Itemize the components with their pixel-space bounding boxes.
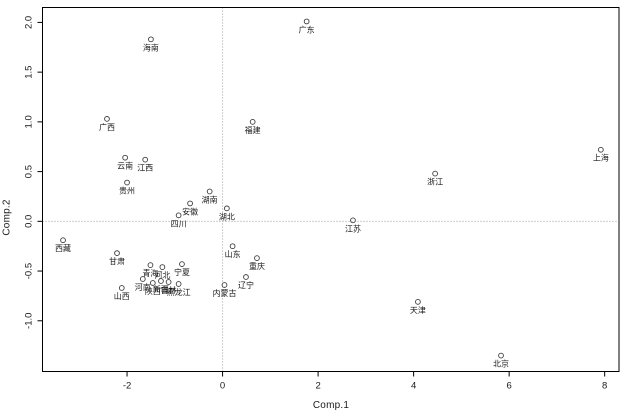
point-label: 上海 [593, 153, 609, 163]
data-point [124, 179, 130, 186]
x-axis-tick-label: 2 [315, 381, 320, 392]
point-label: 广西 [99, 122, 115, 132]
point-label: 贵州 [119, 186, 135, 196]
data-point [432, 170, 438, 177]
point-label: 陕西 [145, 286, 161, 296]
data-point [114, 250, 120, 257]
y-axis-tick-label: 0.5 [24, 165, 35, 178]
data-point [148, 36, 154, 43]
point-label: 吉林 [161, 285, 177, 295]
point-label: 山东 [225, 249, 241, 259]
x-axis-tick-label: 0 [220, 381, 225, 392]
data-point [118, 285, 125, 291]
data-point [229, 243, 236, 250]
y-axis-tick-label: 1.5 [24, 66, 35, 79]
point-label: 北京 [493, 359, 509, 369]
y-axis-tick-label: -1.0 [24, 313, 35, 329]
point-label: 四川 [171, 219, 187, 228]
x-axis-title: Comp.1 [312, 400, 350, 411]
data-point [158, 278, 164, 284]
data-point [179, 261, 185, 267]
data-point [598, 146, 604, 153]
point-label: 内蒙古 [212, 288, 236, 298]
y-axis-tick-label: 1.0 [24, 115, 35, 128]
data-point [142, 156, 149, 163]
data-point [139, 276, 146, 282]
data-point [165, 279, 172, 285]
point-label: 福建 [245, 125, 261, 135]
point-label: 云南 [117, 161, 133, 171]
x-axis-tick-label: 6 [506, 381, 511, 392]
data-point [175, 212, 182, 219]
x-axis-tick-label: 4 [411, 381, 416, 392]
point-label: 海南 [143, 42, 159, 52]
y-axis-tick-label: -0.5 [24, 263, 35, 279]
point-label: 辽宁 [238, 280, 254, 290]
point-label: 江西 [137, 164, 153, 173]
data-point [147, 262, 154, 268]
y-axis-tick-label: 2.0 [24, 16, 35, 29]
data-point [350, 217, 356, 224]
y-axis-title: Comp.2 [1, 199, 13, 236]
point-label: 西藏 [55, 243, 71, 253]
point-label: 河北 [154, 270, 170, 280]
point-label: 宁夏 [174, 267, 190, 277]
data-point [187, 200, 193, 207]
point-label: 湖南 [202, 194, 218, 204]
data-point [415, 299, 421, 305]
point-label: 青海 [142, 268, 158, 278]
point-label: 甘肃 [109, 256, 125, 266]
data-point [122, 154, 128, 161]
data-point [243, 274, 249, 280]
data-point [159, 264, 166, 270]
data-point [249, 119, 256, 125]
plot-border [42, 7, 620, 372]
point-label: 河南 [135, 282, 151, 292]
point-label: 广东 [299, 24, 315, 34]
point-label: 湖北 [219, 212, 235, 221]
point-label: 黑龙江 [167, 287, 191, 297]
data-point [498, 352, 504, 359]
point-label: 浙江 [427, 177, 443, 187]
data-point [254, 255, 260, 261]
data-point [149, 280, 156, 286]
x-axis-tick-label: -2 [123, 381, 131, 392]
data-point [206, 188, 213, 195]
x-axis-tick-label: 8 [602, 381, 607, 392]
point-label: 江苏 [345, 223, 361, 233]
point-label: 新疆 [153, 284, 169, 294]
point-label: 山西 [114, 291, 130, 301]
point-label: 重庆 [249, 261, 265, 271]
point-label: 天津 [410, 305, 426, 315]
data-point [60, 237, 66, 244]
point-label: 安徽 [182, 206, 198, 216]
data-point [224, 205, 230, 212]
y-axis-tick-label: 0.0 [24, 215, 35, 228]
data-point [104, 116, 110, 122]
data-point [221, 282, 228, 288]
data-point [175, 281, 182, 287]
data-point [303, 18, 310, 25]
